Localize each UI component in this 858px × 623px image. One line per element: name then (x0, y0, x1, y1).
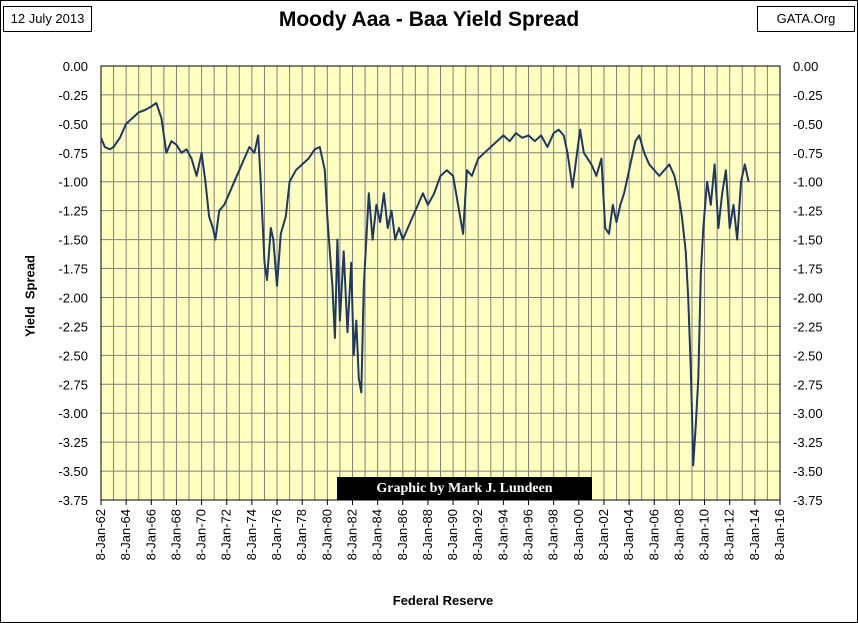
y-tick-label-left: -2.25 (58, 319, 88, 334)
source-label: GATA.Org (757, 6, 855, 32)
y-tick-label-right: -2.50 (793, 348, 823, 363)
series-line (100, 102, 750, 467)
y-tick-label-right: -2.00 (793, 290, 823, 305)
x-tick-label: 8-Jan-00 (571, 509, 586, 560)
y-tick-label-right: -1.25 (793, 204, 823, 219)
x-tick-label: 8-Jan-62 (93, 509, 108, 560)
x-tick-label: 8-Jan-88 (420, 509, 435, 560)
y-tick-label-right: -0.75 (793, 146, 823, 161)
x-tick-label: 8-Jan-74 (244, 509, 259, 560)
x-tick-label: 8-Jan-72 (219, 509, 234, 560)
x-tick-label: 8-Jan-82 (344, 509, 359, 560)
x-tick-label: 8-Jan-76 (269, 509, 284, 560)
date-label: 12 July 2013 (3, 6, 92, 32)
y-tick-label-right: -3.25 (793, 435, 823, 450)
x-tick-label: 8-Jan-12 (722, 509, 737, 560)
y-tick-label-left: -3.50 (58, 464, 88, 479)
x-tick-label: 8-Jan-98 (546, 509, 561, 560)
y-tick-label-right: -1.75 (793, 262, 823, 277)
y-tick-label-right: -1.50 (793, 233, 823, 248)
y-tick-label-left: -2.75 (58, 377, 88, 392)
y-tick-label-left: -1.25 (58, 204, 88, 219)
y-tick-label-right: -3.50 (793, 464, 823, 479)
x-tick-label: 8-Jan-94 (495, 509, 510, 560)
y-tick-label-left: -3.00 (58, 406, 88, 421)
y-tick-label-right: 0.00 (793, 59, 818, 74)
x-tick-label: 8-Jan-80 (319, 509, 334, 560)
x-tick-label: 8-Jan-70 (194, 509, 209, 560)
y-tick-label-left: -1.00 (58, 175, 88, 190)
x-tick-label: 8-Jan-86 (395, 509, 410, 560)
y-tick-label-right: -2.75 (793, 377, 823, 392)
y-tick-label-left: -1.50 (58, 233, 88, 248)
y-tick-label-left: -3.25 (58, 435, 88, 450)
x-tick-label: 8-Jan-10 (697, 509, 712, 560)
x-tick-label: 8-Jan-08 (671, 509, 686, 560)
y-tick-label-left: -2.00 (58, 290, 88, 305)
x-tick-label: 8-Jan-04 (621, 509, 636, 560)
x-tick-label: 8-Jan-16 (772, 509, 787, 560)
y-tick-label-left: -3.75 (58, 493, 88, 508)
x-tick-label: 8-Jan-66 (143, 509, 158, 560)
y-tick-label-left: -0.50 (58, 117, 88, 132)
x-axis-label: Federal Reserve (392, 593, 494, 608)
x-tick-label: 8-Jan-96 (521, 509, 536, 560)
y-tick-label-left: -0.25 (58, 88, 88, 103)
y-tick-label-right: -0.50 (793, 117, 823, 132)
y-tick-label-right: -3.00 (793, 406, 823, 421)
x-tick-label: 8-Jan-78 (294, 509, 309, 560)
y-tick-label-right: -1.00 (793, 175, 823, 190)
y-tick-label-right: -2.25 (793, 319, 823, 334)
y-axis-label: Yield Spread (22, 255, 38, 337)
x-tick-label: 8-Jan-90 (445, 509, 460, 560)
y-tick-label-left: -1.75 (58, 262, 88, 277)
x-tick-label: 8-Jan-06 (646, 509, 661, 560)
x-tick-label: 8-Jan-14 (747, 509, 762, 560)
y-tick-label-right: -3.75 (793, 493, 823, 508)
plot-border (100, 65, 781, 501)
y-tick-label-left: -0.75 (58, 146, 88, 161)
x-tick-label: 8-Jan-68 (168, 509, 183, 560)
credit-banner: Graphic by Mark J. Lundeen (337, 477, 592, 500)
x-tick-label: 8-Jan-02 (596, 509, 611, 560)
chart-title: Moody Aaa - Baa Yield Spread (278, 8, 580, 31)
y-tick-label-left: -2.50 (58, 348, 88, 363)
x-tick-label: 8-Jan-92 (470, 509, 485, 560)
y-tick-label-right: -0.25 (793, 88, 823, 103)
x-tick-label: 8-Jan-84 (370, 509, 385, 560)
y-tick-label-left: 0.00 (63, 59, 88, 74)
x-tick-label: 8-Jan-64 (118, 509, 133, 560)
